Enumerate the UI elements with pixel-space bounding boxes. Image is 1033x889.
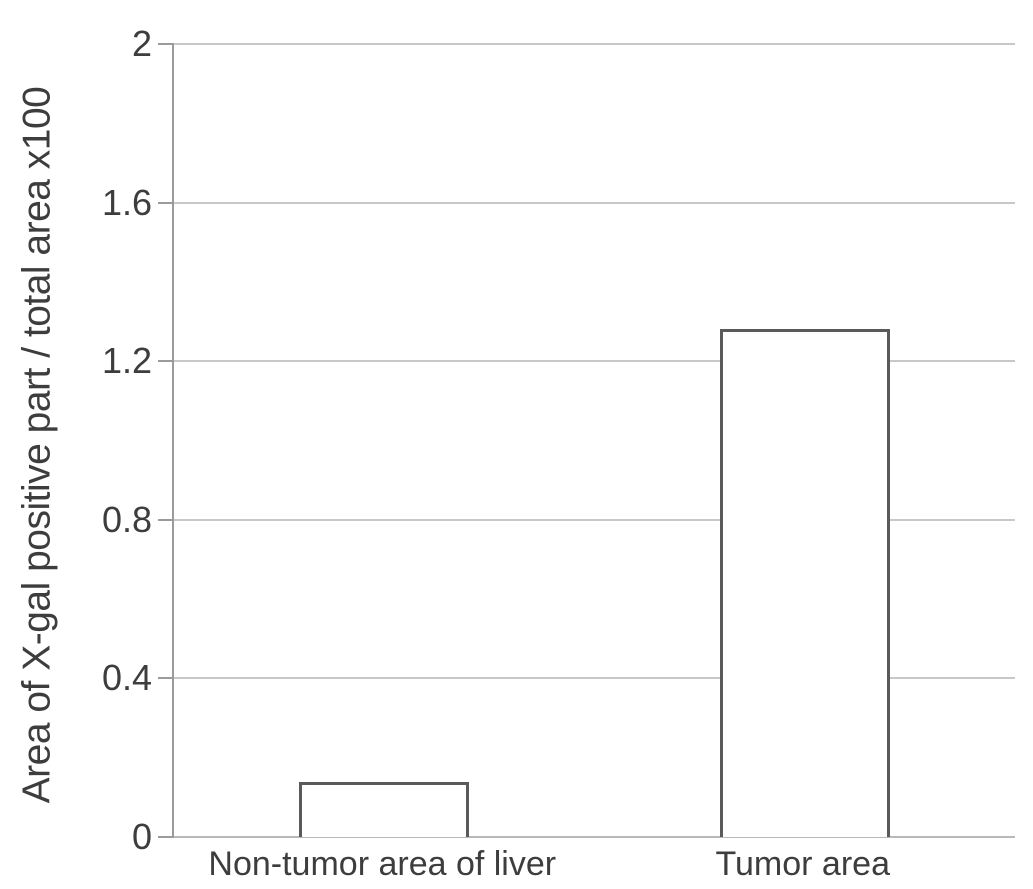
y-axis-title-wrap: Area of X-gal positive part / total area… <box>0 0 74 889</box>
y-tick-mark <box>158 360 174 363</box>
bar-2 <box>719 329 890 837</box>
y-tick-label: 1.6 <box>101 181 152 223</box>
y-tick-mark <box>158 43 174 45</box>
gridline <box>174 43 1015 45</box>
gridline <box>174 201 1015 204</box>
gridline <box>174 518 1015 521</box>
x-category-label: Non-tumor area of liver <box>208 845 557 883</box>
gridline <box>174 360 1015 363</box>
y-tick-mark <box>158 677 174 680</box>
bar-1 <box>299 781 470 837</box>
y-tick-label: 1.2 <box>101 340 152 382</box>
y-tick-label: 0.8 <box>101 498 152 540</box>
y-tick-mark <box>158 518 174 521</box>
y-tick-mark <box>158 836 174 838</box>
plot-area <box>158 43 1015 838</box>
x-category-label: Tumor area <box>715 845 890 883</box>
gridline <box>174 677 1015 680</box>
y-tick-label: 0 <box>131 816 152 857</box>
y-tick-mark <box>158 201 174 204</box>
y-tick-label: 0.4 <box>101 657 152 699</box>
x-axis-line <box>174 836 1015 838</box>
y-tick-label: 2 <box>131 23 152 64</box>
